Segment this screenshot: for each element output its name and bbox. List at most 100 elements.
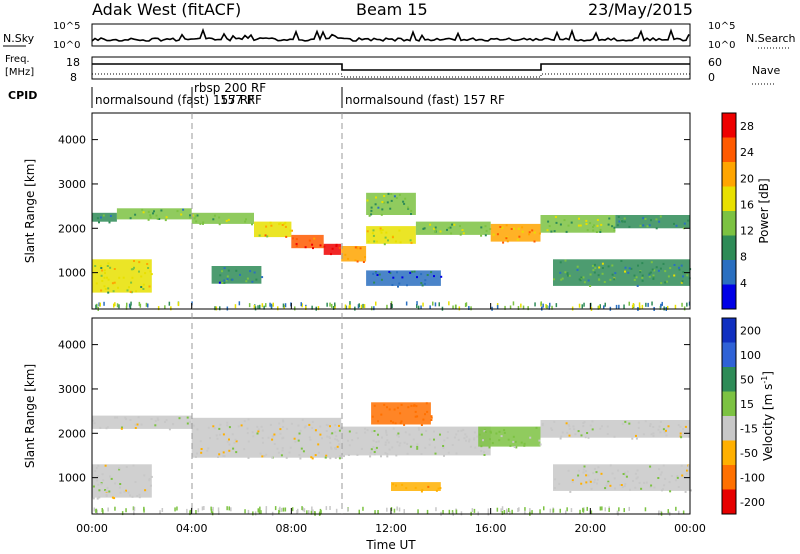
freq-tick-high: 18 <box>66 56 80 69</box>
echo-speck <box>265 225 268 228</box>
echo-speck <box>652 432 655 435</box>
echo-speck <box>443 439 446 442</box>
echo-speck <box>235 451 238 454</box>
echo-speck <box>592 269 595 272</box>
ground-scatter-speck <box>244 509 246 514</box>
echo-speck <box>528 231 531 234</box>
echo-speck <box>616 224 619 227</box>
echo-speck <box>599 228 602 231</box>
echo-speck <box>577 474 580 477</box>
ground-scatter-speck <box>546 305 548 310</box>
echo-speck <box>657 428 660 431</box>
ground-scatter-speck <box>549 302 551 307</box>
echo-speck <box>336 445 339 448</box>
echo-speck <box>212 218 215 221</box>
echo-speck <box>103 276 106 279</box>
echo-speck <box>627 271 630 274</box>
echo-speck <box>402 200 405 203</box>
ground-scatter-speck <box>260 510 262 515</box>
echo-speck <box>687 469 690 472</box>
echo-speck <box>356 247 359 250</box>
echo-speck <box>673 264 676 266</box>
ground-scatter-speck <box>335 508 338 513</box>
echo-speck <box>389 272 392 274</box>
ground-scatter-speck <box>157 306 160 311</box>
echo-speck <box>435 229 437 232</box>
echo-speck <box>586 432 589 434</box>
freq-tick-low: 8 <box>70 71 77 84</box>
ground-scatter-speck <box>259 506 261 511</box>
echo-speck <box>207 447 210 450</box>
echo-speck <box>639 224 642 227</box>
echo-speck <box>383 201 386 204</box>
echo-speck <box>300 447 303 450</box>
echo-speck <box>373 451 376 453</box>
echo-speck <box>375 446 378 449</box>
echo-speck <box>96 497 99 500</box>
ground-scatter-speck <box>270 303 273 308</box>
echo-speck <box>439 230 442 233</box>
echo-speck <box>453 223 456 226</box>
echo-speck <box>100 267 103 269</box>
echo-speck <box>218 427 221 430</box>
echo-speck <box>182 208 185 211</box>
echo-speck <box>649 423 652 426</box>
ground-scatter-speck <box>126 302 128 307</box>
echo-speck <box>228 443 231 446</box>
echo-speck <box>620 220 623 223</box>
echo-speck <box>195 220 198 223</box>
echo-speck <box>668 481 671 484</box>
echo-speck <box>401 483 404 486</box>
echo-speck <box>125 466 128 468</box>
echo-speck <box>338 455 341 457</box>
ground-scatter-speck <box>226 506 228 511</box>
ground-scatter-speck <box>512 301 515 306</box>
echo-speck <box>559 271 562 274</box>
echo-speck <box>131 276 134 279</box>
echo-speck <box>264 234 267 237</box>
ground-scatter-speck <box>604 507 606 512</box>
ground-scatter-speck <box>357 304 360 309</box>
echo-speck <box>592 472 595 475</box>
ground-scatter-speck <box>682 510 685 515</box>
echo-speck <box>375 196 377 199</box>
echo-speck <box>150 418 153 420</box>
ground-scatter-speck <box>628 301 630 306</box>
echo-speck <box>108 490 111 493</box>
power-colorbar-label: Power [dB] <box>757 178 771 243</box>
colorbar-tick-label: 28 <box>740 120 754 133</box>
echo-speck <box>433 227 435 230</box>
echo-speck <box>643 481 646 484</box>
echo-speck <box>196 428 199 431</box>
echo-speck <box>541 424 544 427</box>
echo-speck <box>295 243 298 246</box>
colorbar-swatch <box>722 186 736 211</box>
ground-scatter-speck <box>103 301 105 306</box>
ground-scatter-speck <box>434 302 437 307</box>
echo-speck <box>329 441 332 444</box>
ground-scatter-speck <box>363 304 366 309</box>
echo-speck <box>226 278 229 281</box>
echo-speck <box>587 474 590 477</box>
colorbar-swatch <box>722 465 736 490</box>
echo-speck <box>266 235 269 238</box>
echo-speck <box>682 275 684 278</box>
echo-speck <box>533 231 536 234</box>
ground-scatter-speck <box>435 507 437 512</box>
echo-speck <box>483 430 486 433</box>
echo-speck <box>140 286 143 288</box>
ground-scatter-speck <box>651 301 653 306</box>
nave-trace <box>92 73 690 78</box>
echo-speck <box>328 435 331 438</box>
echo-speck <box>567 224 570 227</box>
echo-speck <box>632 480 634 482</box>
beam-title: Beam 15 <box>356 0 428 19</box>
ground-scatter-speck <box>604 302 606 307</box>
echo-speck <box>125 489 127 492</box>
ground-scatter-speck <box>509 510 511 515</box>
echo-speck <box>356 437 359 440</box>
echo-speck <box>195 455 197 458</box>
echo-speck <box>411 270 414 273</box>
echo-speck <box>225 279 228 282</box>
echo-speck <box>568 427 571 430</box>
